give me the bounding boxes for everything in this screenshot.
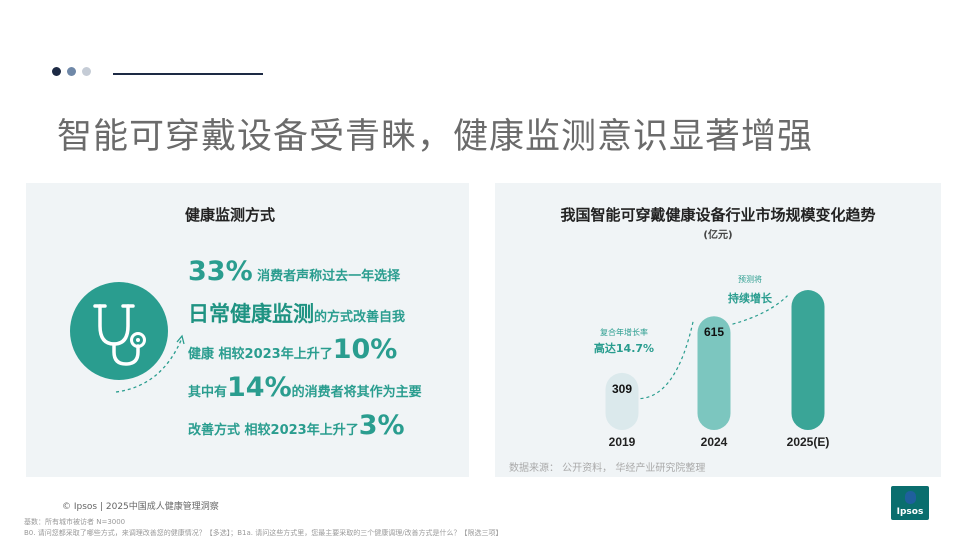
footnote-base: 基数：所有城市被访者 N=3000 <box>24 518 126 526</box>
bar <box>697 316 731 430</box>
chart-unit: (亿元) <box>703 230 733 241</box>
annotation-value: 持续增长 <box>728 291 773 305</box>
stat-highlight: 日常健康监测 <box>188 302 314 326</box>
decorative-arc <box>115 334 185 393</box>
ipsos-logo: Ipsos <box>891 486 929 520</box>
annotation-label: 预测将 <box>738 274 762 284</box>
panel-title: 健康监测方式 <box>185 206 276 224</box>
progress-dots <box>52 67 91 76</box>
stat-line-5: 改善方式 相较2023年上升了3% <box>188 410 405 441</box>
stat-14: 14% <box>227 372 292 403</box>
stat-line-4: 其中有14%的消费者将其作为主要 <box>188 372 422 403</box>
annotation-label: 复合年增长率 <box>600 327 648 337</box>
stat-text: 改善方式 相较2023年上升了 <box>188 423 359 438</box>
data-label: 309 <box>612 382 632 396</box>
stat-text: 消费者声称过去一年选择 <box>252 269 401 284</box>
stat-line-2: 日常健康监测的方式改善自我 <box>188 298 405 328</box>
stat-line-3: 健康 相较2023年上升了10% <box>188 334 397 365</box>
x-tick-label: 2019 <box>609 435 636 449</box>
bar <box>605 372 639 430</box>
data-source: 数据来源： 公开资料， 华经产业研究院整理 <box>509 463 706 474</box>
header-rule <box>113 73 263 75</box>
logo-mark <box>905 491 916 504</box>
x-tick-label: 2025(E) <box>787 435 830 449</box>
stat-3: 3% <box>358 410 405 441</box>
stat-33: 33% <box>188 256 253 287</box>
logo-text: Ipsos <box>896 507 924 517</box>
chart-title: 我国智能可穿戴健康设备行业市场规模变化趋势 <box>560 206 876 224</box>
annotation-value: 高达14.7% <box>594 341 654 355</box>
stat-text: 健康 相较2023年上升了 <box>188 347 333 362</box>
page-title: 智能可穿戴设备受青睐，健康监测意识显著增强 <box>57 117 814 157</box>
copyright: © Ipsos | 2025中国成人健康管理洞察 <box>62 502 219 512</box>
stat-10: 10% <box>332 334 398 365</box>
dot-active <box>52 67 61 76</box>
x-tick-label: 2024 <box>701 435 728 449</box>
stethoscope-icon <box>70 282 168 380</box>
dot <box>82 67 91 76</box>
stat-text: 其中有 <box>188 385 228 400</box>
dot <box>67 67 76 76</box>
stat-text: 的消费者将其作为主要 <box>291 385 422 400</box>
trend-arrow <box>640 319 695 400</box>
data-label: 615 <box>704 325 724 339</box>
stat-line-1: 33% 消费者声称过去一年选择 <box>188 256 400 287</box>
footnote-question: B0. 请问您都采取了哪些方式，来调理改善您的健康情况？【多选】；B1a. 请问… <box>24 529 503 537</box>
bar <box>791 290 825 430</box>
stat-text: 的方式改善自我 <box>314 310 406 325</box>
